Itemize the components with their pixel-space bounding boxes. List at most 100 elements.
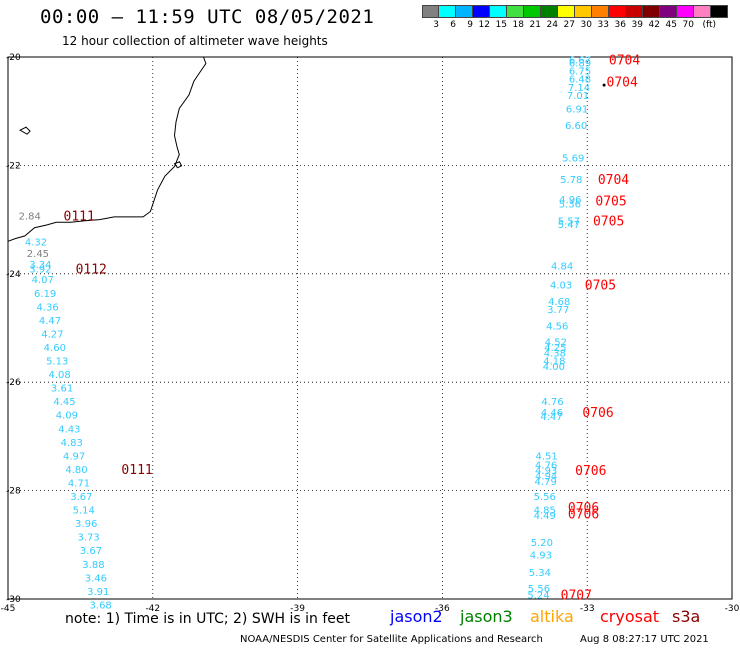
west-track-swh-label: 3.91 — [87, 587, 109, 598]
west-track-swh-label: 5.14 — [73, 506, 95, 517]
generated-timestamp: Aug 8 08:27:17 UTC 2021 — [580, 634, 709, 645]
east-track-swh-label: 5.20 — [531, 538, 553, 549]
east-track-swh-label: 5.24 — [527, 591, 549, 602]
west-track-swh-label: 4.80 — [65, 465, 87, 476]
east-track-time-label: 0706 — [582, 406, 613, 421]
east-track-time-label: 0704 — [598, 173, 629, 188]
east-track-time-label: 0706 — [568, 507, 599, 522]
legend-label: 27 — [563, 20, 575, 30]
legend-label: 42 — [648, 20, 660, 30]
west-track-swh-label: 3.73 — [77, 533, 99, 544]
west-track-swh-label: 4.45 — [53, 397, 75, 408]
east-track-swh-label: 6.60 — [565, 121, 587, 132]
east-track-swh-label: 7.14 — [568, 83, 590, 94]
legend-label: 3 — [433, 20, 439, 30]
legend-swatch — [473, 5, 490, 18]
legend-swatch — [558, 5, 575, 18]
legend-label: 33 — [597, 20, 609, 30]
east-track-swh-label: 4.96 — [559, 195, 581, 206]
legend-labels: 3 6 9 12 15 18 21 24 27 30 33 36 39 42 45 70 (ft) — [422, 20, 728, 30]
y-tick-label: -26 — [6, 378, 21, 388]
east-track-swh-label: 5.78 — [560, 175, 582, 186]
west-track-swh-label: 3.67 — [80, 546, 102, 557]
credit-text: NOAA/NESDIS Center for Satellite Applica… — [240, 634, 543, 645]
x-tick-label: -30 — [725, 604, 740, 614]
map-frame — [7, 56, 733, 600]
legend-swatch — [643, 5, 660, 18]
island — [19, 126, 31, 135]
east-track-swh-label: 5.34 — [529, 568, 551, 579]
legend-swatch — [711, 5, 728, 18]
east-track-time-label: 0704 — [609, 54, 640, 69]
east-track-swh-label: 4.79 — [535, 477, 557, 488]
page-title: 00:00 – 11:59 UTC 08/05/2021 — [40, 6, 375, 28]
east-track-swh-label: 5.57 — [558, 217, 580, 228]
east-track-swh-label: 4.03 — [550, 281, 572, 292]
x-tick-label: -45 — [1, 604, 16, 614]
east-track-swh-label: 5.36 — [559, 199, 581, 210]
legend-unit: (ft) — [702, 20, 716, 30]
west-track-swh-label: 4.43 — [58, 424, 80, 435]
west-track-swh-label: 4.71 — [68, 478, 90, 489]
legend-swatch — [524, 5, 541, 18]
east-track-swh-label: 6.75 — [569, 67, 591, 78]
east-track-swh-label: 4.52 — [545, 338, 567, 349]
legend-swatch — [609, 5, 626, 18]
legend-swatches — [422, 5, 728, 18]
west-track-swh-label: 3.88 — [82, 560, 104, 571]
east-track-swh-label: 7.01 — [567, 91, 589, 102]
legend-label: 39 — [631, 20, 643, 30]
east-track-swh-label: 4.76 — [535, 461, 557, 472]
west-track-swh-label: 3.46 — [85, 573, 107, 584]
legend-swatch — [694, 5, 711, 18]
west-track-swh-label: 4.60 — [44, 343, 66, 354]
east-track-swh-label: 6.48 — [569, 75, 591, 86]
east-track-swh-label: 4.76 — [541, 397, 563, 408]
legend-swatch — [626, 5, 643, 18]
east-track-swh-label: 6.89 — [569, 58, 591, 69]
legend-label: 18 — [512, 20, 524, 30]
east-track-time-label: 0707 — [561, 589, 592, 604]
west-track-swh-label: 3.96 — [75, 519, 97, 530]
east-track-swh-label: 4.68 — [548, 297, 570, 308]
color-scale-legend: 3 6 9 12 15 18 21 24 27 30 33 36 39 42 45 70 (ft) — [422, 5, 728, 30]
west-track-time-label: 0112 — [76, 262, 107, 277]
satellite-name: cryosat — [600, 607, 660, 626]
east-track-swh-label: 4.51 — [536, 451, 558, 462]
east-track-swh-label: 4.56 — [546, 321, 568, 332]
legend-swatch — [439, 5, 456, 18]
west-track-swh-label: 4.08 — [49, 370, 71, 381]
satellite-name: s3a — [672, 607, 701, 626]
west-track-swh-label: 4.27 — [41, 329, 63, 340]
legend-label: 24 — [546, 20, 558, 30]
legend-swatch — [541, 5, 558, 18]
legend-swatch — [490, 5, 507, 18]
west-track-swh-label: 4.97 — [63, 451, 85, 462]
island-dot — [602, 83, 606, 87]
legend-swatch — [592, 5, 609, 18]
west-track-swh-label: 3.34 — [29, 260, 51, 271]
legend-swatch — [575, 5, 592, 18]
west-track-swh-label: 2.84 — [19, 211, 41, 222]
east-track-swh-label: 4.93 — [530, 551, 552, 562]
east-track-swh-label: 6.67 — [569, 56, 591, 67]
east-track-swh-label: 4.18 — [543, 357, 565, 368]
west-track-swh-label: 6.19 — [34, 289, 56, 300]
west-track-time-label: 0111 — [121, 463, 152, 478]
east-track-time-label: 0706 — [568, 501, 599, 516]
east-track-swh-label: 4.47 — [540, 412, 562, 423]
east-track-swh-label: 3.77 — [547, 305, 569, 316]
east-track-swh-label: 4.85 — [534, 506, 556, 517]
east-track-swh-label: 4.38 — [544, 348, 566, 359]
x-tick-label: -42 — [145, 604, 160, 614]
y-tick-label: -20 — [6, 53, 21, 63]
legend-label: 30 — [580, 20, 592, 30]
legend-label: 15 — [495, 20, 507, 30]
y-tick-label: -24 — [6, 270, 21, 280]
west-track-swh-label: 3.68 — [90, 600, 112, 611]
coastline — [7, 56, 207, 242]
east-track-swh-label: 4.46 — [541, 408, 563, 419]
east-track-swh-label: 4.84 — [551, 262, 573, 273]
east-track-swh-label: 4.49 — [534, 511, 556, 522]
